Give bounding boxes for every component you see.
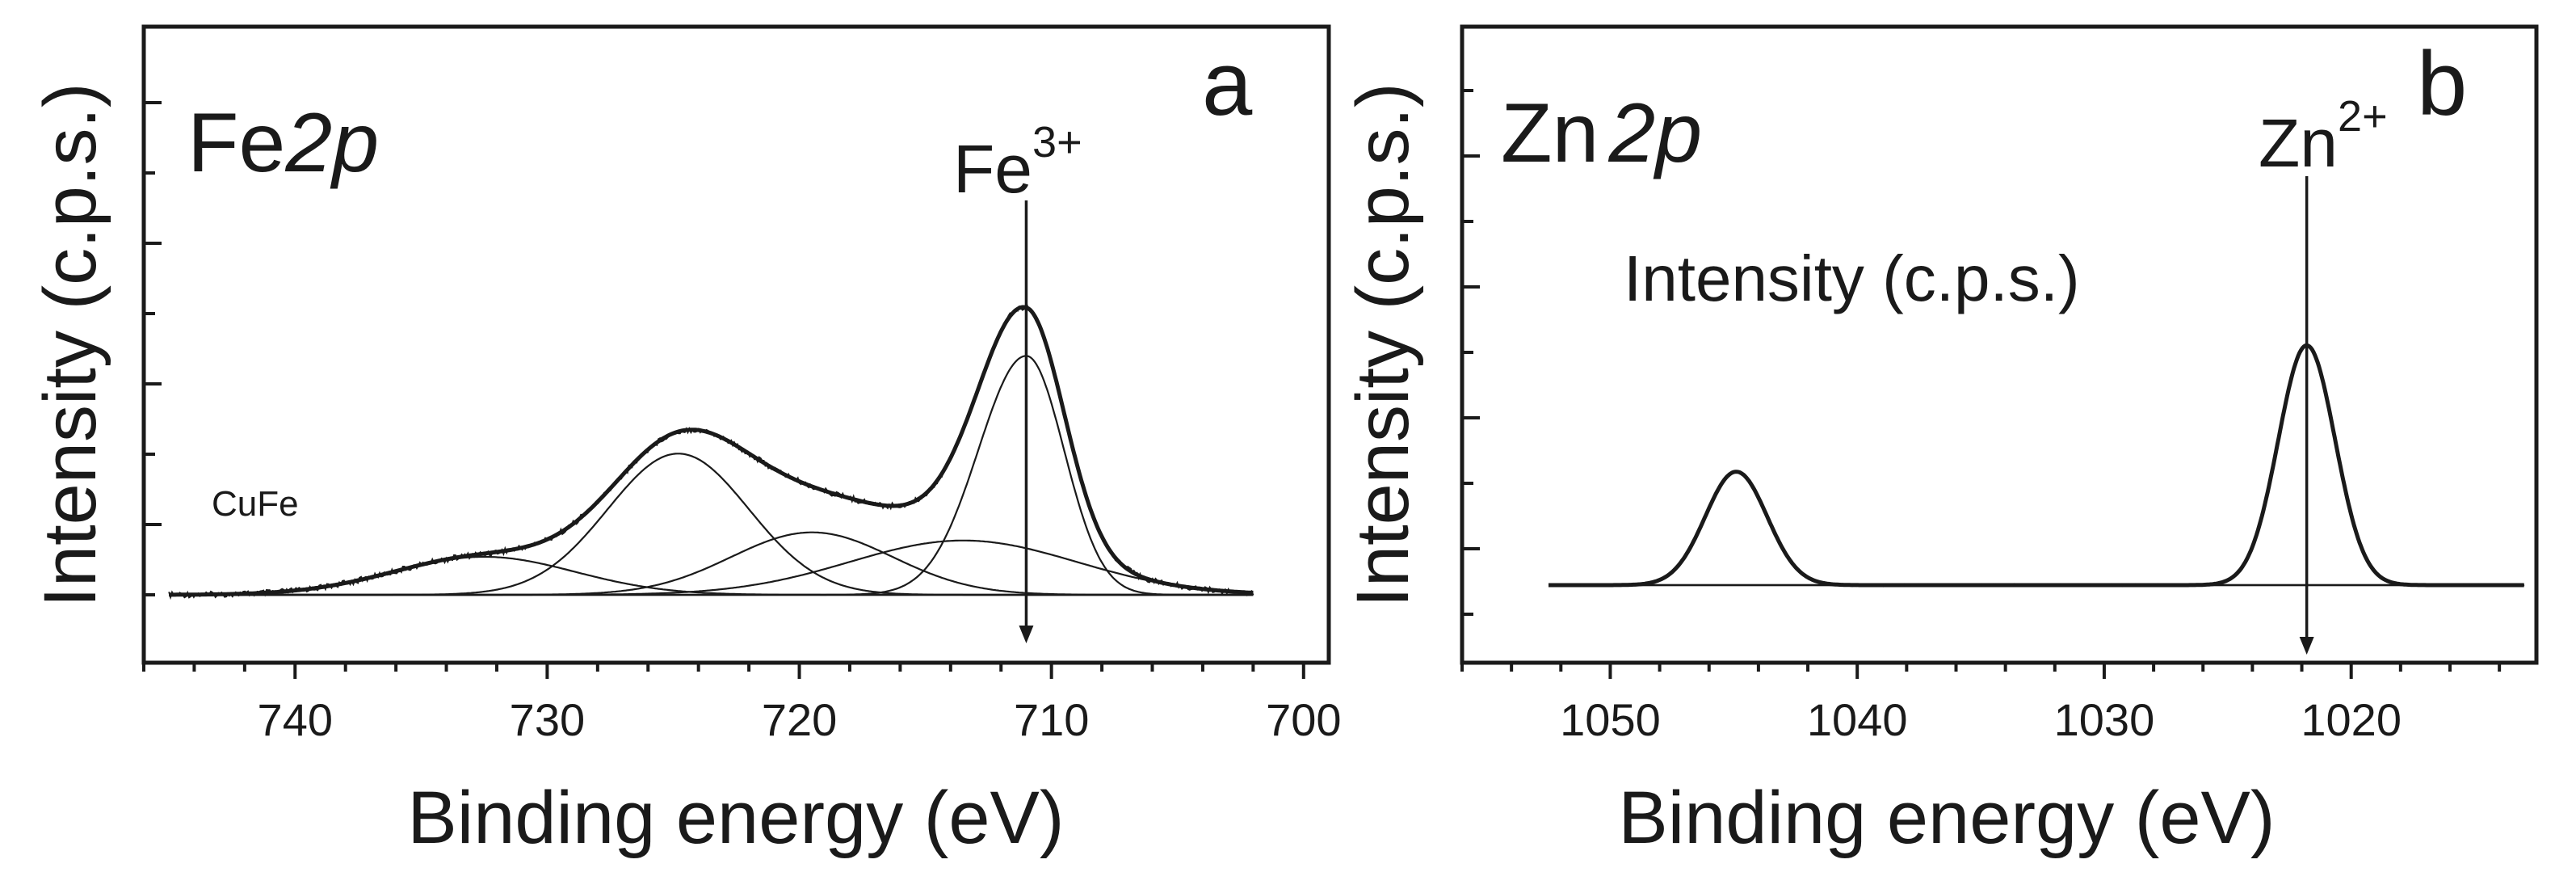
panel-a-x-ticks: 740 730 720 710 700 bbox=[142, 663, 1342, 745]
arrow-head bbox=[2299, 637, 2314, 655]
panel-a-y-axis-title: Intensity (c.p.s.) bbox=[29, 82, 111, 607]
panel-a-y-ticks bbox=[144, 101, 162, 596]
arrow-head bbox=[1019, 626, 1034, 643]
raw-spectrum-line bbox=[1548, 343, 2525, 588]
x-tick-label: 710 bbox=[1014, 694, 1089, 745]
panel-a-fit-envelope bbox=[169, 305, 1254, 597]
panel-b-y-ticks bbox=[1462, 89, 1480, 616]
fit-component-fe-2p1-2 bbox=[169, 453, 1254, 596]
x-tick-label: 1050 bbox=[1560, 694, 1661, 745]
panel-a-peak-label: Fe3+ bbox=[953, 118, 1082, 207]
panel-a-x-axis-title: Binding energy (eV) bbox=[407, 777, 1064, 859]
panel-a-sample-label: CuFe bbox=[212, 484, 299, 524]
x-tick-label: 700 bbox=[1266, 694, 1341, 745]
panel-b-x-axis-title: Binding energy (eV) bbox=[1618, 777, 2275, 859]
x-tick-label: 1040 bbox=[1807, 694, 1908, 745]
panel-b-plot-frame bbox=[1460, 24, 2539, 665]
fit-component-fe-2p3-2-main bbox=[169, 355, 1254, 596]
x-tick-label: 730 bbox=[510, 694, 585, 745]
fit-envelope-line bbox=[169, 305, 1254, 597]
x-tick-label: 720 bbox=[762, 694, 837, 745]
raw-spectrum-line bbox=[168, 303, 1254, 600]
panel-b-peak-label: Zn2+ bbox=[2259, 92, 2388, 181]
fit-component-zn-2p1-2 bbox=[1549, 470, 2524, 587]
panel-b-y-axis-title: Intensity (c.p.s.) bbox=[1342, 82, 1424, 607]
fit-envelope-line bbox=[1549, 343, 2524, 588]
panel-b-fit-components bbox=[1549, 344, 2524, 587]
panel-a-plot-frame bbox=[141, 24, 1331, 665]
panel-a-peak-arrow bbox=[1019, 200, 1034, 643]
panel-b-x-ticks: 1050 1040 1030 1020 bbox=[1460, 663, 2502, 745]
panel-b-inner-label: Intensity (c.p.s.) bbox=[1624, 242, 2080, 314]
panel-a-fe2p: 740 730 720 710 700 Fe2p CuFe a Fe3+ Intensi… bbox=[29, 24, 1342, 859]
panel-b-fit-envelope bbox=[1549, 343, 2524, 588]
panel-a-fit-components bbox=[169, 355, 1254, 596]
x-tick-label: 740 bbox=[258, 694, 333, 745]
panel-b-spectrum-label: Zn 2p bbox=[1501, 86, 1702, 180]
panel-b-zn2p: 1050 1040 1030 1020 Zn 2p Intensity (c.p.s.)… bbox=[1342, 24, 2539, 859]
panel-a-raw-spectrum bbox=[168, 303, 1254, 600]
panel-a-spectrum-label: Fe2p bbox=[187, 96, 379, 190]
panel-b-raw-spectrum bbox=[1548, 343, 2525, 588]
x-tick-label: 1030 bbox=[2054, 694, 2155, 745]
panel-a-letter: a bbox=[1202, 33, 1253, 134]
panel-b-letter: b bbox=[2417, 33, 2467, 134]
x-tick-label: 1020 bbox=[2301, 694, 2402, 745]
panel-b-peak-arrow bbox=[2299, 176, 2314, 655]
fit-component-zn-2p3-2 bbox=[1549, 344, 2524, 587]
